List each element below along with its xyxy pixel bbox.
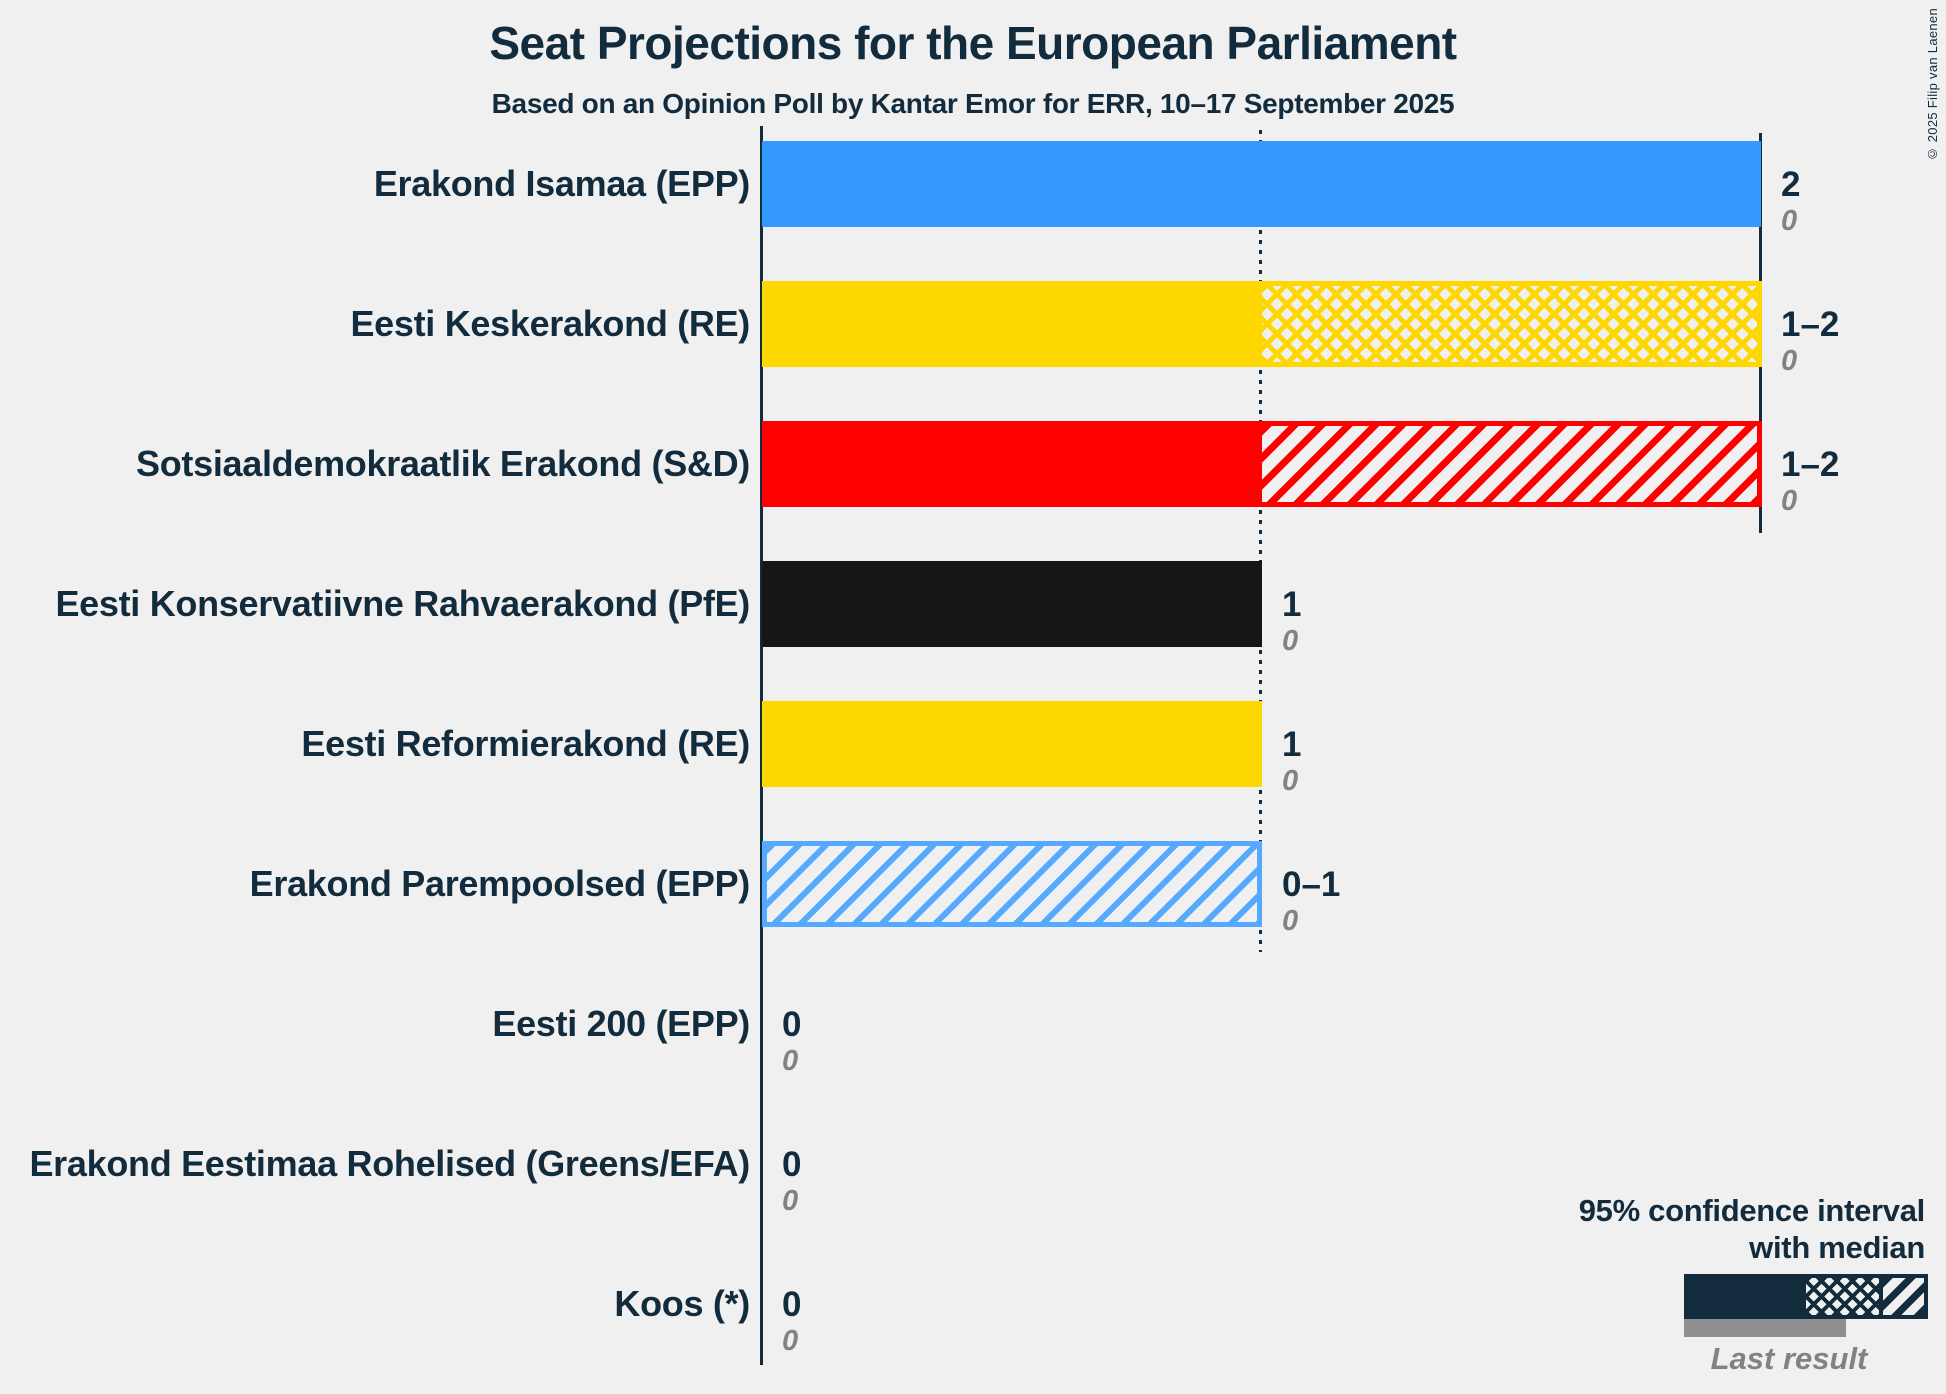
value-labels: 0 0 [782,1006,801,1078]
legend-confidence-bar [1684,1274,1928,1319]
bar-median-segment [762,421,1262,507]
party-label: Eesti Konservatiivne Rahvaerakond (PfE) [55,583,750,624]
value-labels: 2 0 [1781,166,1800,238]
party-label: Eesti Reformierakond (RE) [301,723,750,764]
legend-diagonal-segment [1883,1274,1928,1319]
axis-line-zero [760,126,763,1365]
party-label: Erakond Eestimaa Rohelised (Greens/EFA) [29,1143,750,1184]
party-row: Eesti Reformierakond (RE) 1 0 [0,674,1946,814]
seat-projection-value: 2 [1781,165,1801,204]
legend-confidence-line1: 95% confidence interval [1578,1193,1926,1228]
last-result-value: 0 [1781,345,1798,377]
legend-crosshatch-segment [1806,1274,1883,1319]
party-label: Erakond Parempoolsed (EPP) [249,863,751,904]
party-row: Eesti Keskerakond (RE) 1–2 0 [0,254,1946,394]
seat-projection-value: 1 [1282,725,1302,764]
last-result-value: 0 [782,1045,799,1077]
party-label: Koos (*) [614,1283,750,1324]
party-row: Erakond Parempoolsed (EPP) 0–1 0 [0,814,1946,954]
party-label: Erakond Isamaa (EPP) [373,163,750,204]
seat-projection-value: 1 [1282,585,1302,624]
seat-projection-value: 0–1 [1282,865,1341,904]
last-result-value: 0 [1282,905,1299,937]
bar-confidence-segment [1262,281,1762,367]
last-result-value: 0 [1282,765,1299,797]
seat-projection-value: 0 [782,1145,802,1184]
last-result-value: 0 [782,1185,799,1217]
party-row: Koos (*) 0 0 [0,1234,1946,1374]
bar-confidence-segment [1262,421,1762,507]
party-row: Erakond Eestimaa Rohelised (Greens/EFA) … [0,1094,1946,1234]
value-labels: 0 0 [782,1146,801,1218]
party-row: Eesti 200 (EPP) 0 0 [0,954,1946,1094]
value-labels: 0 0 [782,1286,801,1358]
seat-projection-value: 0 [782,1005,802,1044]
party-row: Erakond Isamaa (EPP) 2 0 [0,114,1946,254]
value-labels: 1 0 [1282,586,1301,658]
chart-title: Seat Projections for the European Parlia… [489,17,1457,69]
value-labels: 1–2 0 [1781,446,1839,518]
party-row: Sotsiaaldemokraatlik Erakond (S&D) 1–2 0 [0,394,1946,534]
gridline-one-dotted [1259,130,1262,952]
legend-last-result-label: Last result [1710,1341,1868,1376]
party-row: Eesti Konservatiivne Rahvaerakond (PfE) … [0,534,1946,674]
value-labels: 0–1 0 [1282,866,1340,938]
legend-last-result-bar [1684,1319,1846,1337]
seat-projection-value: 0 [782,1285,802,1324]
party-label: Sotsiaaldemokraatlik Erakond (S&D) [136,443,750,484]
seat-projection-value: 1–2 [1781,445,1840,484]
bar-median-segment [762,141,1761,227]
legend-confidence-label: 95% confidence interval with median [1578,1192,1926,1266]
last-result-value: 0 [1781,485,1798,517]
bar-median-segment [762,561,1262,647]
last-result-value: 0 [782,1325,799,1357]
legend-confidence-line2: with median [1749,1230,1925,1265]
chart-subtitle: Based on an Opinion Poll by Kantar Emor … [491,88,1455,119]
bar-median-segment [762,281,1262,367]
bar-median-segment [762,701,1262,787]
value-labels: 1–2 0 [1781,306,1839,378]
party-label: Eesti 200 (EPP) [492,1003,750,1044]
last-result-value: 0 [1781,205,1798,237]
legend-solid-segment [1684,1274,1806,1319]
value-labels: 1 0 [1282,726,1301,798]
last-result-value: 0 [1282,625,1299,657]
seat-projection-value: 1–2 [1781,305,1840,344]
party-label: Eesti Keskerakond (RE) [350,303,750,344]
bar-confidence-segment [762,841,1262,927]
